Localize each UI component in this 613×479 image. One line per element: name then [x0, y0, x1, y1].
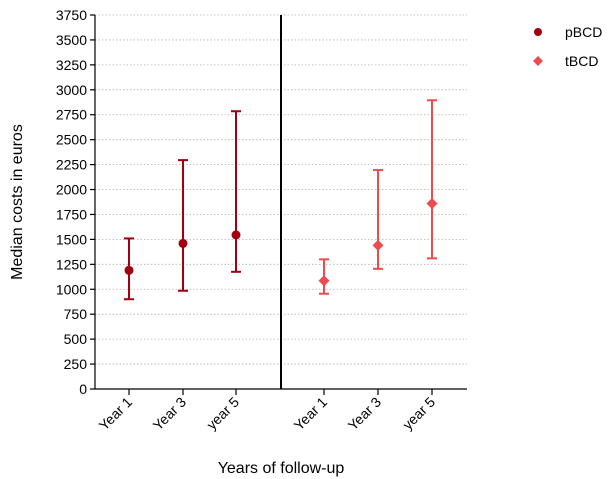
- y-tick-label: 1500: [56, 231, 87, 247]
- median-point: [124, 265, 134, 275]
- y-axis: 0 250 500 750 1000 1250 1500 1750 2000 2250 2500 27…: [56, 7, 96, 397]
- x-axis: Year 1 Year 3 year 5 Year 1 Year 3 year 5: [95, 15, 467, 433]
- x-tick-label: Year 1: [96, 394, 136, 434]
- y-tick-label: 3250: [56, 57, 87, 73]
- x-tick-label: Year 1: [291, 394, 331, 434]
- y-tick-label: 3500: [56, 32, 87, 48]
- y-tick-label: 1250: [56, 256, 87, 272]
- y-tick-label: 1750: [56, 206, 87, 222]
- median-point: [178, 238, 188, 248]
- legend-label: tBCD: [565, 53, 598, 69]
- y-tick-label: 750: [64, 306, 88, 322]
- x-tick-label: year 5: [399, 394, 438, 433]
- x-tick-label: Year 3: [150, 394, 190, 434]
- median-point: [318, 275, 330, 287]
- median-point: [231, 230, 241, 240]
- data-marks: [124, 99, 438, 301]
- legend-marker-tBCD: [533, 56, 543, 66]
- y-axis-title: Median costs in euros: [9, 124, 26, 280]
- legend-marker-pBCD: [534, 28, 542, 36]
- y-tick-label: 2250: [56, 157, 87, 173]
- y-tick-label: 3750: [56, 7, 87, 23]
- y-tick-label: 1000: [56, 281, 87, 297]
- median-point: [372, 239, 384, 251]
- y-tick-label: 0: [79, 381, 87, 397]
- y-tick-label: 2500: [56, 132, 87, 148]
- y-tick-label: 2750: [56, 107, 87, 123]
- y-tick-label: 250: [64, 356, 88, 372]
- y-tick-label: 2000: [56, 182, 87, 198]
- x-tick-label: Year 3: [345, 394, 385, 434]
- legend: pBCD tBCD: [533, 24, 602, 69]
- x-tick-label: year 5: [203, 394, 242, 433]
- x-axis-title: Years of follow-up: [218, 460, 345, 477]
- y-tick-label: 3000: [56, 82, 87, 98]
- y-tick-label: 500: [64, 331, 88, 347]
- median-point: [426, 197, 438, 209]
- legend-label: pBCD: [565, 24, 602, 40]
